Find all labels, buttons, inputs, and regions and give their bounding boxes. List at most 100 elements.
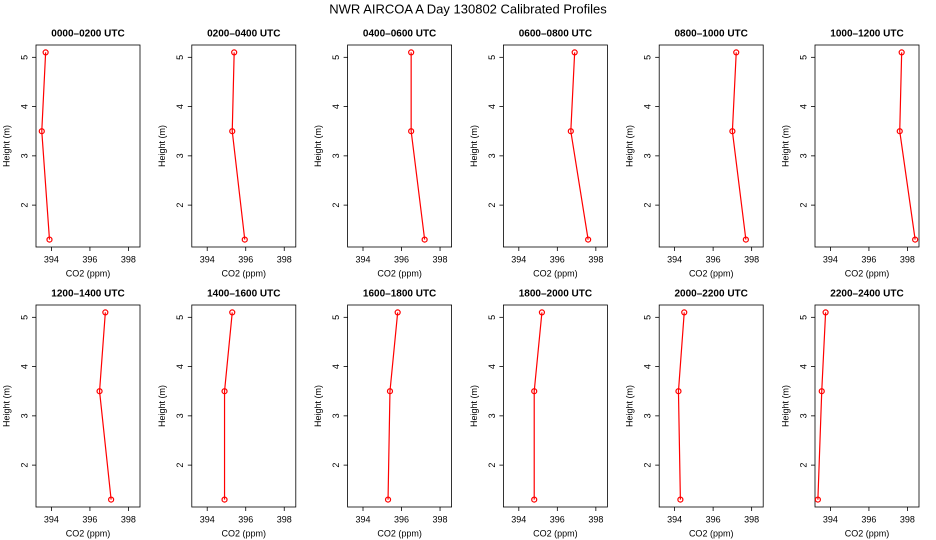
data-point <box>408 128 415 135</box>
panel-title: 0400–0600 UTC <box>363 29 436 40</box>
data-point <box>742 236 749 243</box>
y-tick-label: 3 <box>331 413 341 418</box>
y-axis-label: Height (m) <box>1 125 11 167</box>
y-tick-label: 5 <box>487 55 497 60</box>
profile-line <box>570 52 589 240</box>
y-tick-label: 2 <box>19 463 29 468</box>
y-tick-label: 4 <box>331 104 341 109</box>
data-point <box>221 388 228 395</box>
plot-box <box>35 44 141 248</box>
profile-line <box>231 52 246 240</box>
profile-line <box>533 312 543 500</box>
data-point <box>585 236 592 243</box>
data-point <box>912 236 919 243</box>
x-tick-label: 396 <box>238 514 253 524</box>
profile-line <box>387 312 399 500</box>
y-tick-label: 5 <box>643 315 653 320</box>
profile-line <box>677 312 685 500</box>
x-tick-label: 396 <box>861 514 876 524</box>
profile-line <box>899 52 916 240</box>
x-tick-label: 394 <box>511 514 526 524</box>
data-point <box>108 496 115 503</box>
data-point <box>384 496 392 503</box>
x-tick-label: 398 <box>277 514 292 524</box>
x-tick-label: 398 <box>433 514 448 524</box>
plot-box <box>347 44 453 248</box>
y-axis-label: Height (m) <box>313 385 323 427</box>
profile-line <box>817 312 827 500</box>
x-tick-label: 394 <box>667 254 682 264</box>
data-point <box>896 128 903 135</box>
data-point <box>229 128 236 135</box>
profile-line <box>731 52 747 240</box>
profile-line <box>410 52 426 240</box>
plot-box <box>191 304 297 508</box>
y-tick-label: 3 <box>175 153 185 158</box>
panel-title: 2200–2400 UTC <box>830 289 903 300</box>
y-tick-label: 3 <box>643 153 653 158</box>
x-tick-label: 396 <box>82 254 97 264</box>
data-point <box>46 236 53 243</box>
data-point <box>733 49 740 56</box>
x-tick-label: 398 <box>900 514 915 524</box>
y-tick-label: 5 <box>175 315 185 320</box>
data-point <box>394 309 401 316</box>
y-axis-label: Height (m) <box>780 125 790 167</box>
y-tick-label: 3 <box>19 413 29 418</box>
y-tick-label: 5 <box>331 55 341 60</box>
panel-title: 0600–0800 UTC <box>519 29 592 40</box>
plot-box <box>35 304 141 508</box>
plot-box <box>814 304 920 508</box>
plot-box <box>658 44 764 248</box>
x-axis-label: CO2 (ppm) <box>845 528 890 538</box>
data-point <box>102 309 109 316</box>
y-tick-label: 2 <box>487 463 497 468</box>
x-axis-label: CO2 (ppm) <box>377 528 422 538</box>
y-axis-label: Height (m) <box>157 385 167 427</box>
plot-box <box>347 304 453 508</box>
y-tick-label: 5 <box>19 55 29 60</box>
data-point <box>531 388 538 395</box>
data-point <box>571 49 578 56</box>
x-axis-label: CO2 (ppm) <box>66 528 111 538</box>
x-tick-label: 396 <box>861 254 876 264</box>
panel-title: 2000–2200 UTC <box>675 289 748 300</box>
y-tick-label: 2 <box>331 203 341 208</box>
x-axis-label: CO2 (ppm) <box>377 268 422 278</box>
y-tick-label: 4 <box>487 104 497 109</box>
y-tick-label: 5 <box>175 55 185 60</box>
x-axis-label: CO2 (ppm) <box>222 268 267 278</box>
x-tick-label: 394 <box>44 514 59 524</box>
x-tick-label: 398 <box>744 254 759 264</box>
x-tick-label: 398 <box>588 514 603 524</box>
x-tick-label: 394 <box>823 254 838 264</box>
x-axis-label: CO2 (ppm) <box>845 268 890 278</box>
x-tick-label: 398 <box>900 254 915 264</box>
data-point <box>681 309 688 316</box>
x-tick-label: 394 <box>200 514 215 524</box>
x-tick-label: 396 <box>394 514 409 524</box>
x-tick-label: 396 <box>706 514 721 524</box>
x-axis-label: CO2 (ppm) <box>533 528 578 538</box>
y-tick-label: 2 <box>798 463 808 468</box>
y-tick-label: 4 <box>487 364 497 369</box>
x-tick-label: 396 <box>706 254 721 264</box>
y-tick-label: 5 <box>798 55 808 60</box>
data-point <box>408 49 415 56</box>
data-point <box>675 388 682 395</box>
data-point <box>38 128 45 135</box>
y-tick-label: 3 <box>643 413 653 418</box>
y-axis-label: Height (m) <box>313 125 323 167</box>
data-point <box>221 496 228 503</box>
y-tick-label: 2 <box>331 463 341 468</box>
y-axis-label: Height (m) <box>469 385 479 427</box>
x-axis-label: CO2 (ppm) <box>689 528 734 538</box>
x-axis-label: CO2 (ppm) <box>533 268 578 278</box>
y-tick-label: 5 <box>487 315 497 320</box>
plot-box <box>658 304 764 508</box>
page-title: NWR AIRCOA A Day 130802 Calibrated Profi… <box>329 1 607 16</box>
y-axis-label: Height (m) <box>625 385 635 427</box>
panel-title: 0200–0400 UTC <box>207 29 280 40</box>
x-axis-label: CO2 (ppm) <box>222 528 267 538</box>
y-tick-label: 5 <box>19 315 29 320</box>
